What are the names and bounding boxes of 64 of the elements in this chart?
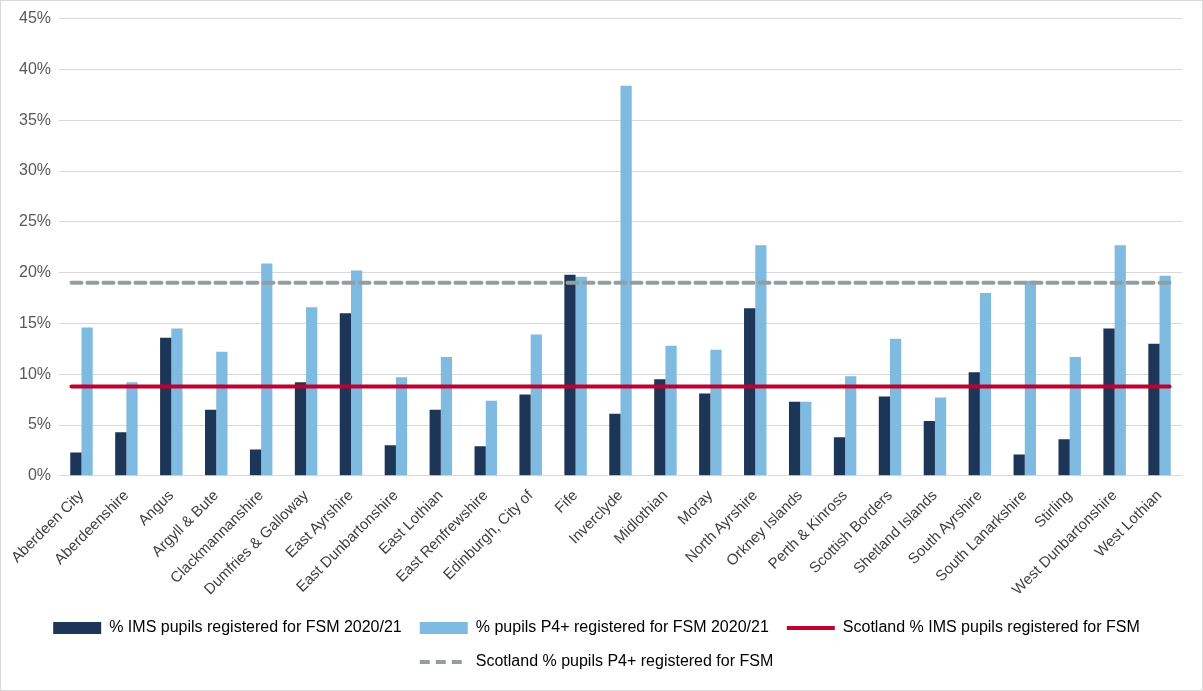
bar — [564, 274, 576, 476]
bar — [70, 452, 82, 476]
bar — [845, 376, 857, 476]
bar — [351, 270, 363, 476]
bar — [519, 394, 531, 476]
bar — [755, 245, 767, 476]
bar — [249, 449, 262, 476]
bar — [665, 345, 677, 476]
bar — [710, 349, 722, 476]
y-tick-label: 35% — [18, 110, 52, 128]
bar — [575, 276, 587, 476]
bar — [934, 397, 947, 476]
bar — [788, 401, 801, 476]
y-tick-label: 0% — [27, 466, 52, 484]
legend-label: Scotland % pupils P4+ registered for FSM — [475, 652, 774, 670]
bar — [160, 337, 172, 476]
bar — [205, 409, 217, 476]
bar — [800, 401, 812, 476]
bar — [699, 393, 711, 476]
bar — [530, 334, 542, 476]
bar — [294, 382, 307, 476]
bar — [429, 409, 441, 476]
bar — [1159, 275, 1171, 476]
bar — [968, 372, 980, 476]
y-tick-label: 10% — [18, 364, 52, 382]
bar — [395, 377, 408, 476]
bar — [216, 351, 228, 476]
bar — [440, 356, 453, 476]
y-tick-label: 15% — [18, 313, 52, 331]
bar — [485, 400, 497, 476]
bar — [1058, 439, 1070, 476]
bar — [126, 382, 138, 476]
bar — [1103, 328, 1115, 476]
bar — [620, 85, 632, 476]
bar — [609, 413, 621, 476]
legend-label: % pupils P4+ registered for FSM 2020/21 — [475, 618, 769, 636]
bar — [1024, 280, 1037, 476]
bar — [923, 420, 935, 476]
bar — [306, 307, 318, 476]
bar — [833, 437, 846, 476]
bar — [1114, 245, 1126, 476]
y-tick-label: 25% — [18, 212, 52, 230]
bar — [171, 328, 183, 476]
bar — [115, 432, 127, 476]
bar — [654, 379, 666, 476]
y-tick-label: 5% — [27, 415, 52, 433]
bar — [890, 338, 902, 476]
bar — [1013, 454, 1025, 476]
y-tick-label: 45% — [18, 9, 52, 27]
bar — [384, 445, 396, 476]
bar — [261, 263, 273, 476]
bar — [744, 308, 756, 476]
bar — [339, 313, 351, 476]
y-tick-label: 20% — [18, 263, 52, 281]
y-tick-label: 40% — [18, 59, 52, 77]
legend-label: % IMS pupils registered for FSM 2020/21 — [109, 618, 402, 636]
bar — [878, 396, 891, 476]
bar — [979, 292, 992, 476]
bar — [474, 446, 486, 476]
bar — [1148, 343, 1160, 476]
bar — [81, 327, 93, 476]
y-tick-label: 30% — [18, 161, 52, 179]
legend-label: Scotland % IMS pupils registered for FSM — [842, 618, 1140, 636]
bar — [1069, 356, 1081, 476]
